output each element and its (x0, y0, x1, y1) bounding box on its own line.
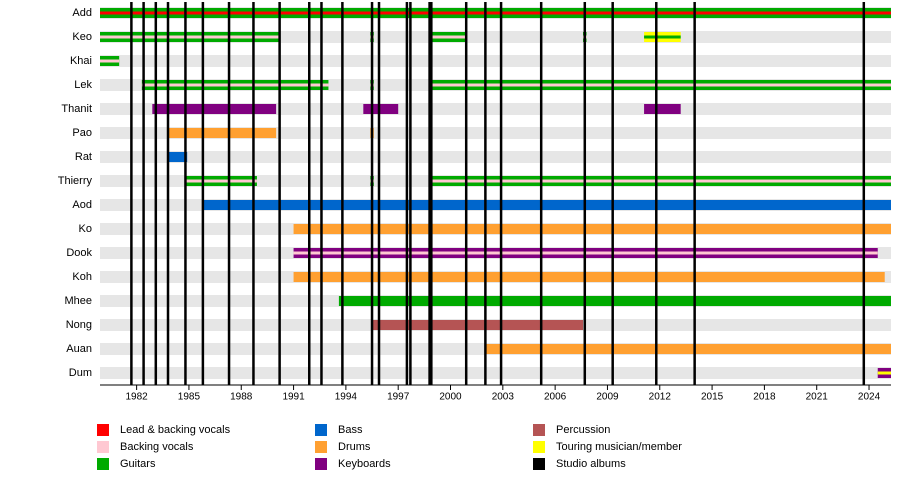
legend-swatch (315, 458, 327, 470)
member-label: Pao (72, 127, 92, 139)
member-label: Mhee (64, 295, 92, 307)
member-label: Khai (70, 55, 92, 67)
membership-stripe (428, 179, 891, 183)
x-tick-label: 1985 (178, 392, 201, 403)
member-label: Rat (75, 151, 92, 163)
member-label: Dook (66, 247, 92, 259)
row-band (100, 127, 891, 139)
x-tick-label: 1988 (230, 392, 253, 403)
legend-swatch (315, 424, 327, 436)
legend-label: Bass (338, 424, 363, 436)
membership-stripe (141, 83, 329, 87)
membership-bar (644, 104, 681, 114)
legend-swatch (533, 424, 545, 436)
legend-label: Lead & backing vocals (120, 424, 231, 436)
x-tick-label: 2012 (649, 392, 672, 403)
x-tick-label: 2000 (439, 392, 462, 403)
membership-bar (168, 152, 188, 162)
membership-stripe (428, 35, 467, 39)
row-band (100, 103, 891, 115)
legend-label: Touring musician/member (556, 441, 682, 453)
row-band (100, 367, 891, 379)
membership-stripe (100, 35, 280, 39)
x-tick-label: 2015 (701, 392, 724, 403)
membership-stripe (100, 11, 891, 15)
member-label: Nong (66, 319, 92, 331)
legend-swatch (97, 441, 109, 453)
legend-label: Studio albums (556, 458, 626, 470)
legend-label: Keyboards (338, 458, 391, 470)
x-tick-label: 2006 (544, 392, 567, 403)
x-tick-label: 2018 (753, 392, 776, 403)
membership-stripe (428, 83, 891, 87)
x-tick-label: 2009 (596, 392, 619, 403)
x-tick-label: 2024 (858, 392, 881, 403)
legend-label: Drums (338, 441, 371, 453)
legend-swatch (97, 424, 109, 436)
legend-swatch (533, 441, 545, 453)
membership-bar (293, 272, 885, 282)
member-label: Keo (72, 31, 92, 43)
legend-label: Guitars (120, 458, 156, 470)
member-label: Add (72, 7, 92, 19)
member-label: Ko (79, 223, 92, 235)
legend-swatch (315, 441, 327, 453)
legend-swatch (533, 458, 545, 470)
membership-bar (485, 344, 891, 354)
member-label: Aod (72, 199, 92, 211)
member-label: Thierry (58, 175, 93, 187)
member-label: Lek (74, 79, 92, 91)
membership-bar (293, 224, 891, 234)
legend-label: Backing vocals (120, 441, 194, 453)
x-tick-label: 2003 (492, 392, 515, 403)
membership-stripe (877, 371, 891, 375)
membership-bar (363, 104, 399, 114)
legend-swatch (97, 458, 109, 470)
member-label: Dum (69, 367, 92, 379)
x-tick-label: 1991 (282, 392, 305, 403)
row-band (100, 55, 891, 67)
member-label: Thanit (61, 103, 92, 115)
member-label: Koh (72, 271, 92, 283)
x-tick-label: 2021 (806, 392, 829, 403)
membership-stripe (644, 35, 681, 39)
membership-stripe (185, 179, 257, 183)
membership-bar (202, 200, 891, 210)
member-label: Auan (66, 343, 92, 355)
membership-bar (338, 296, 892, 306)
x-tick-label: 1994 (335, 392, 358, 403)
x-tick-label: 1982 (125, 392, 148, 403)
legend-label: Percussion (556, 424, 610, 436)
membership-stripe (100, 59, 120, 63)
membership-bar (372, 320, 584, 330)
row-band (100, 31, 891, 43)
membership-bar (168, 128, 277, 138)
x-tick-label: 1997 (387, 392, 410, 403)
row-band (100, 151, 891, 163)
membership-bar (152, 104, 277, 114)
